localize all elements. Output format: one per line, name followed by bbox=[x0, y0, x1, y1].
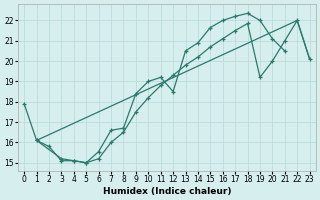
X-axis label: Humidex (Indice chaleur): Humidex (Indice chaleur) bbox=[103, 187, 231, 196]
